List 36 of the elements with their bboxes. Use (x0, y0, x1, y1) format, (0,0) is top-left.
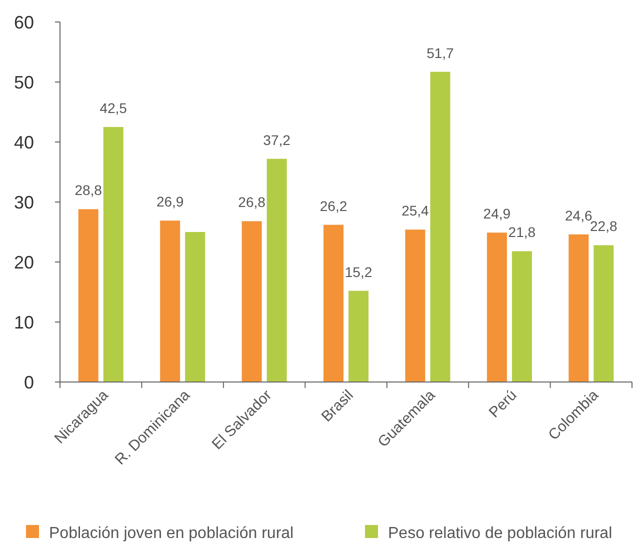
data-label: 42,5 (100, 100, 128, 116)
data-label: 51,7 (426, 44, 454, 61)
y-tick-label: 20 (14, 252, 34, 272)
bar (594, 245, 614, 382)
y-tick-label: 50 (14, 72, 34, 92)
data-label: 28,8 (74, 182, 102, 198)
data-label: 21,8 (508, 224, 536, 240)
data-label: 22,8 (590, 218, 618, 234)
bar (103, 127, 124, 382)
bar (430, 72, 450, 382)
y-tick-label: 30 (14, 192, 34, 212)
bar (242, 221, 262, 382)
y-tick-label: 0 (24, 372, 34, 392)
y-tick-label: 10 (14, 312, 34, 332)
legend-label: Peso relativo de población rural (388, 525, 612, 542)
y-tick-label: 40 (14, 132, 34, 152)
bar (78, 209, 98, 382)
y-tick-label: 60 (14, 12, 34, 32)
data-label: 26,9 (156, 194, 184, 210)
bar (266, 158, 287, 382)
bar (160, 220, 180, 382)
data-label: 26,8 (238, 194, 266, 210)
bar (405, 230, 426, 382)
bar (512, 251, 532, 382)
data-label: 26,2 (320, 198, 348, 214)
bar (324, 224, 344, 382)
bar (486, 232, 507, 382)
data-label: 24,6 (565, 207, 592, 224)
bar (185, 232, 206, 382)
data-label: 24,9 (483, 206, 511, 222)
bar (348, 290, 368, 382)
data-label: 25,4 (402, 202, 430, 219)
data-label: 37,2 (263, 132, 291, 148)
bar (568, 234, 589, 382)
legend-label: Población joven en población rural (49, 525, 294, 542)
data-label: 15,2 (344, 264, 372, 280)
